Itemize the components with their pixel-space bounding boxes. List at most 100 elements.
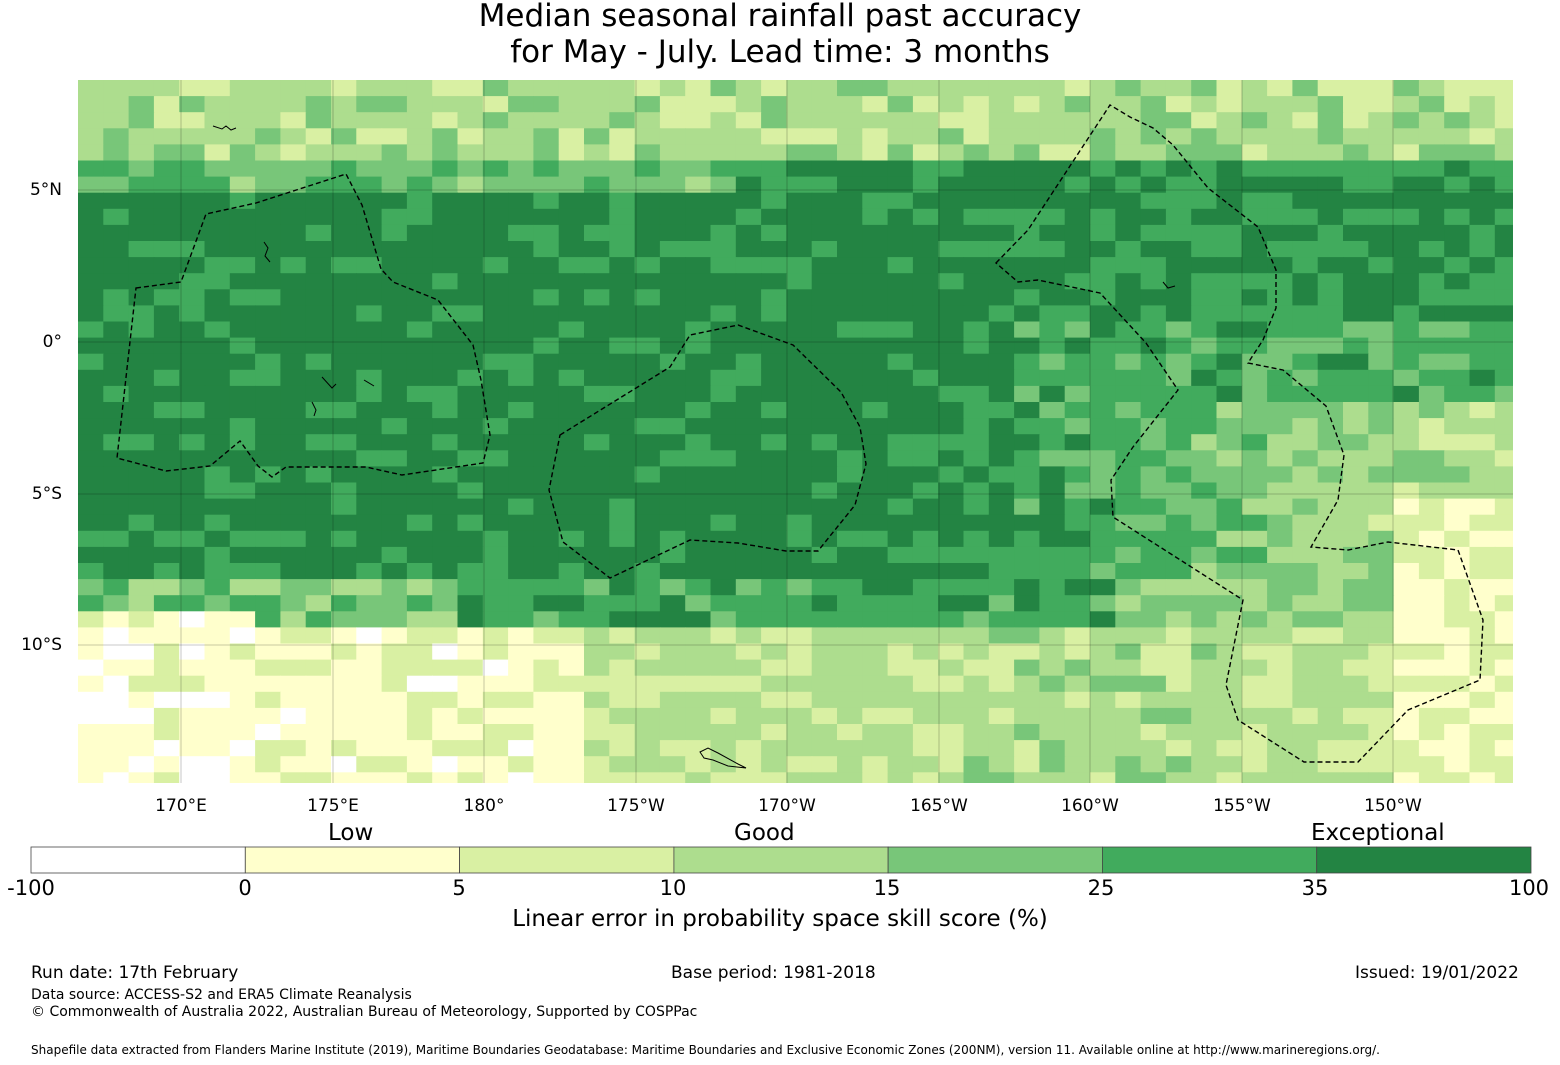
skill-cell [1393, 353, 1420, 371]
skill-cell [1165, 337, 1192, 355]
skill-cell [179, 402, 206, 419]
skill-cell [1267, 498, 1293, 516]
skill-cell [533, 289, 560, 306]
skill-cell [659, 144, 686, 162]
skill-cell [406, 546, 433, 564]
skill-cell [811, 707, 838, 725]
skill-cell [988, 707, 1015, 725]
skill-cell [1418, 224, 1445, 242]
skill-cell [78, 595, 104, 612]
skill-cell [862, 498, 889, 516]
skill-cell [634, 466, 661, 484]
skill-cell [179, 724, 206, 741]
skill-cell [963, 257, 990, 274]
skill-cell [280, 224, 307, 242]
skill-cell [988, 112, 1015, 129]
skill-cell [786, 740, 813, 757]
skill-cell [887, 321, 914, 339]
skill-cell [1115, 144, 1142, 162]
skill-cell [1165, 112, 1192, 129]
skill-cell [280, 482, 307, 500]
skill-cell [1115, 740, 1142, 757]
skill-cell [1014, 402, 1040, 419]
skill-cell [1368, 208, 1395, 226]
skill-cell [1494, 756, 1513, 773]
skill-cell [432, 579, 459, 596]
skill-cell [1165, 224, 1192, 242]
skill-cell [1115, 402, 1142, 419]
skill-cell [229, 369, 256, 387]
skill-cell [1469, 756, 1496, 773]
skill-cell [1140, 772, 1167, 783]
skill-cell [786, 273, 813, 290]
skill-cell [685, 611, 712, 628]
skill-cell [735, 257, 762, 274]
skill-cell [912, 353, 939, 371]
skill-cell [609, 96, 636, 113]
skill-cell [1267, 659, 1293, 677]
skill-cell [609, 756, 636, 773]
skill-cell [1039, 176, 1066, 194]
skill-cell [761, 546, 787, 564]
skill-cell [1418, 128, 1445, 145]
skill-cell [128, 707, 155, 725]
skill-cell [761, 305, 787, 323]
skill-cell [659, 385, 686, 403]
skill-cell [1014, 241, 1040, 258]
skill-cell [761, 128, 787, 145]
skill-cell [1216, 257, 1243, 274]
skill-cell [1494, 321, 1513, 339]
skill-cell [659, 675, 686, 693]
skill-cell [659, 112, 686, 129]
skill-cell [912, 192, 939, 210]
skill-cell [1191, 176, 1218, 194]
skill-cell [1418, 675, 1445, 693]
skill-cell [1494, 579, 1513, 596]
skill-cell [1241, 450, 1268, 467]
skill-cell [1418, 305, 1445, 323]
skill-cell [862, 740, 889, 757]
skill-cell [1014, 418, 1040, 435]
skill-cell [685, 257, 712, 274]
skill-cell [1494, 144, 1513, 162]
skill-cell [685, 772, 712, 783]
skill-cell [1064, 514, 1091, 532]
skill-cell [786, 112, 813, 129]
skill-cell [1343, 546, 1369, 564]
skill-cell [533, 482, 560, 500]
skill-cell [963, 305, 990, 323]
skill-cell [381, 756, 408, 773]
skill-cell [255, 402, 281, 419]
skill-cell [1014, 305, 1040, 323]
skill-cell [229, 418, 256, 435]
skill-cell [229, 305, 256, 323]
skill-cell [837, 160, 863, 178]
skill-cell [457, 289, 484, 306]
skill-cell [1444, 273, 1471, 290]
skill-cell [811, 128, 838, 145]
skill-cell [1393, 691, 1420, 709]
skill-cell [1418, 482, 1445, 500]
skill-cell [735, 144, 762, 162]
skill-cell [331, 176, 357, 194]
skill-cell [1039, 289, 1066, 306]
skill-cell [1343, 659, 1369, 677]
skill-cell [305, 208, 332, 226]
skill-cell [912, 241, 939, 258]
skill-cell [1090, 466, 1116, 484]
skill-cell [1241, 563, 1268, 580]
skill-cell [558, 724, 585, 741]
skill-cell [1494, 305, 1513, 323]
skill-cell [432, 450, 459, 467]
skill-cell [1343, 579, 1369, 596]
skill-cell [710, 579, 737, 596]
skill-cell [1191, 466, 1218, 484]
skill-cell [685, 498, 712, 516]
skill-cell [912, 96, 939, 113]
skill-cell [1090, 756, 1116, 773]
skill-cell [331, 595, 357, 612]
skill-cell [584, 273, 610, 290]
skill-cell [128, 385, 155, 403]
skill-cell [457, 402, 484, 419]
skill-cell [1039, 498, 1066, 516]
